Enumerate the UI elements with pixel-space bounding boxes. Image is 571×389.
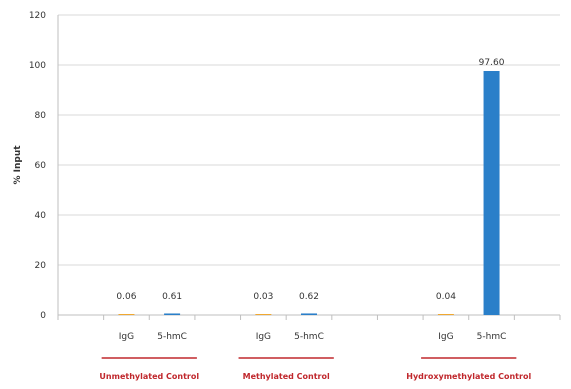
category-label: IgG	[119, 332, 134, 342]
category-label: IgG	[438, 332, 453, 342]
gridlines	[57, 14, 561, 320]
data-label: 0.03	[253, 292, 273, 302]
category-label: 5-hmC	[157, 332, 187, 342]
bar	[255, 314, 272, 315]
y-tick-label: 100	[29, 61, 46, 71]
bar	[437, 314, 454, 315]
group-labels: Unmethylated Control Methylated Control Hy…	[99, 357, 531, 381]
category-label: 5-hmC	[477, 332, 507, 342]
y-tick-label: 120	[29, 11, 46, 21]
category-label: IgG	[256, 332, 271, 342]
data-label: 0.61	[162, 292, 182, 302]
y-tick-labels: 0 20 40 60 80 100 120	[29, 11, 46, 321]
category-labels: IgG 5-hmC IgG 5-hmC IgG 5-hmC	[119, 332, 507, 342]
category-label: 5-hmC	[294, 332, 324, 342]
data-label: 97.60	[479, 58, 505, 68]
group-label: Hydroxymethylated Control	[406, 372, 531, 381]
bar	[301, 313, 317, 315]
group-label: Methylated Control	[243, 372, 330, 381]
y-tick-label: 60	[35, 161, 47, 171]
bars: 0.06 0.61 0.03 0.62 0.04 97.60	[116, 58, 505, 315]
y-tick-label: 80	[35, 111, 47, 121]
bar	[164, 313, 181, 315]
y-tick-label: 0	[40, 311, 46, 321]
group-label: Unmethylated Control	[99, 372, 199, 381]
data-label: 0.04	[436, 292, 456, 302]
y-axis-title: % Input	[13, 145, 23, 185]
data-label: 0.06	[116, 292, 136, 302]
y-tick-label: 20	[35, 261, 47, 271]
y-tick-label: 40	[35, 211, 47, 221]
data-label: 0.62	[299, 292, 319, 302]
bar	[118, 314, 135, 315]
bar	[483, 71, 500, 315]
